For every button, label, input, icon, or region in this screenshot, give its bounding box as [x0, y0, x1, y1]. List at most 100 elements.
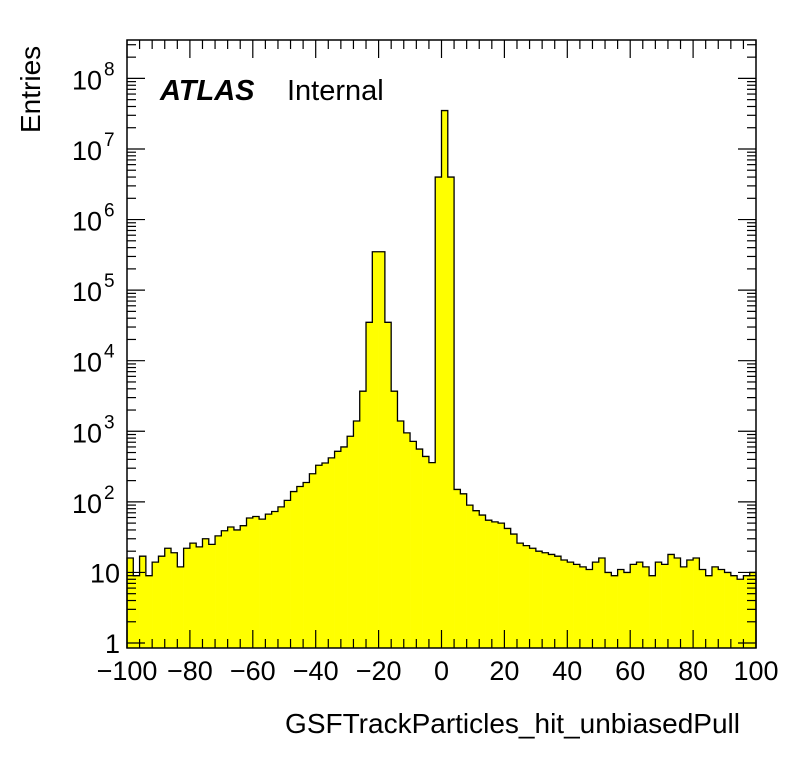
histogram-bar	[529, 548, 537, 648]
x-tick-label: −60	[230, 656, 276, 686]
histogram-bar	[548, 554, 556, 648]
y-tick-label: 10	[72, 65, 102, 95]
histogram-bar	[152, 562, 159, 648]
histogram-bar	[617, 569, 625, 648]
x-axis-ticks: −100 −80 −60 −40 −20 0 20 40 60 80 100	[97, 40, 779, 686]
histogram-outline	[126, 109, 757, 648]
histogram-bar	[661, 564, 669, 648]
histogram-bar	[642, 566, 650, 648]
histogram-bar	[598, 558, 606, 648]
histogram-bar	[447, 177, 455, 648]
y-tick-label: 1	[105, 629, 120, 659]
histogram-bar	[202, 538, 210, 648]
histogram-bar	[334, 451, 342, 648]
histogram-bar	[397, 420, 405, 648]
histogram-bar	[340, 446, 348, 648]
histogram-bar	[573, 564, 581, 648]
histogram-bar	[680, 566, 688, 648]
histogram-bar	[516, 543, 524, 648]
histogram-bar	[636, 562, 644, 648]
histogram-bar	[259, 519, 266, 648]
histogram-bar	[435, 177, 442, 648]
histogram-bar	[655, 562, 662, 648]
histogram-bar	[127, 558, 134, 648]
histogram-bar	[460, 493, 467, 648]
histogram-bar	[686, 560, 694, 648]
histogram-bar	[391, 391, 398, 648]
histogram-bar	[359, 391, 367, 648]
histogram-bar	[328, 457, 335, 648]
x-tick-label: 0	[434, 656, 449, 686]
histogram-bar	[592, 562, 600, 648]
histogram-bar	[491, 521, 499, 648]
y-tick-label: 10	[72, 418, 102, 448]
x-tick-label: 60	[615, 656, 645, 686]
histogram-bar	[403, 432, 411, 648]
histogram-bar	[183, 548, 191, 648]
histogram-bar	[743, 575, 751, 648]
histogram-bar	[510, 534, 518, 648]
histogram-bar	[208, 544, 216, 648]
histogram-bar	[372, 251, 379, 648]
histogram-bar	[303, 482, 310, 648]
histogram-bar	[215, 535, 222, 648]
histogram-bar	[145, 575, 153, 648]
histogram-bar	[296, 486, 304, 648]
histogram-bar	[472, 510, 480, 648]
x-tick-label: −40	[293, 656, 339, 686]
y-tick-label-exponent: 5	[104, 271, 115, 292]
histogram-bar	[605, 572, 612, 648]
histogram-bar	[428, 462, 436, 648]
x-axis-label: GSFTrackParticles_hit_unbiasedPull	[285, 708, 740, 739]
histogram-bar	[139, 556, 147, 648]
histogram-bar	[189, 543, 197, 648]
x-tick-label: 80	[678, 656, 708, 686]
y-tick-label: 10	[72, 136, 102, 166]
y-tick-label-exponent: 8	[104, 59, 115, 80]
y-tick-label: 10	[72, 277, 102, 307]
x-tick-label: 40	[552, 656, 582, 686]
histogram-bar	[315, 465, 323, 648]
histogram-bar	[623, 572, 631, 648]
histogram-bar	[265, 514, 272, 648]
histogram-bar	[196, 546, 203, 648]
histogram-bar	[158, 556, 166, 648]
histogram-bar	[523, 545, 530, 648]
y-tick-label-exponent: 2	[104, 483, 115, 504]
histogram-bar	[466, 505, 474, 648]
histogram-bar	[321, 463, 329, 648]
histogram-bar	[227, 527, 235, 648]
x-tick-label: −20	[356, 656, 402, 686]
y-tick-label: 10	[72, 348, 102, 378]
histogram-bar	[221, 530, 228, 648]
y-axis-label: Entries	[15, 46, 46, 133]
y-tick-label: 10	[72, 207, 102, 237]
atlas-experiment-label: ATLAS	[159, 75, 255, 107]
histogram-bar	[586, 569, 593, 648]
x-tick-label: −100	[97, 656, 158, 686]
histogram-bar	[749, 572, 757, 648]
histogram-bar	[724, 572, 732, 648]
histogram-bar	[171, 552, 178, 648]
histogram-bar	[271, 511, 279, 648]
histogram-bar	[454, 489, 461, 648]
histogram-bar	[561, 560, 568, 648]
y-tick-label-exponent: 3	[104, 412, 115, 433]
histogram-bar	[498, 523, 505, 648]
x-tick-label: −80	[167, 656, 213, 686]
histogram-bar	[366, 322, 373, 648]
histogram-bar	[252, 516, 260, 648]
histogram-bar	[730, 575, 738, 648]
histogram-bar	[479, 515, 486, 648]
histogram-bar	[737, 579, 744, 648]
histogram-bar	[410, 441, 417, 648]
histogram-bar	[630, 564, 637, 648]
histogram-bar	[309, 473, 316, 648]
y-tick-label-exponent: 4	[104, 342, 115, 363]
y-tick-label: 10	[72, 489, 102, 519]
histogram-bar	[240, 525, 247, 648]
histogram-bar	[674, 558, 681, 648]
histogram-bar	[353, 420, 361, 648]
